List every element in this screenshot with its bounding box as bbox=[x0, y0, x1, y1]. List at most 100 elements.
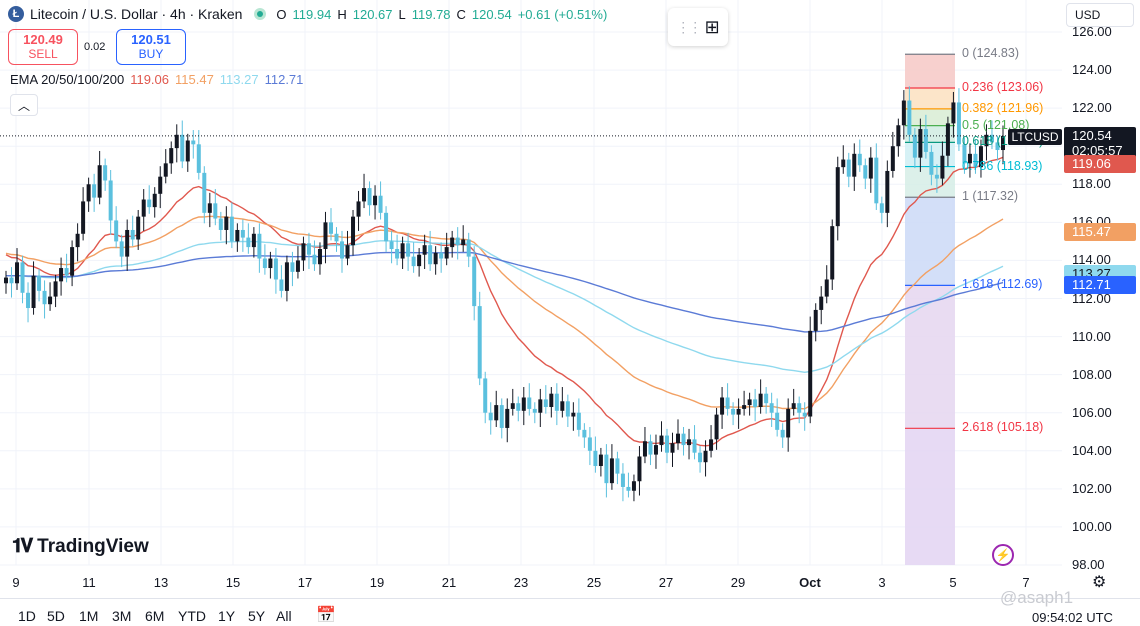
candle-body bbox=[477, 306, 482, 379]
candle-body bbox=[108, 180, 113, 221]
range-button-1m[interactable]: 1M bbox=[79, 608, 99, 624]
candle-body bbox=[400, 243, 405, 259]
candle-body bbox=[995, 142, 1000, 151]
candle-body bbox=[576, 412, 581, 430]
candle-body bbox=[48, 296, 53, 305]
price-tick-label: 114.00 bbox=[1072, 252, 1111, 268]
date-tick-label: Oct bbox=[799, 575, 821, 590]
ema200-price-tag: 112.71 bbox=[1064, 275, 1136, 294]
ema-title: EMA 20/50/100/200 bbox=[10, 72, 125, 87]
ema20-value: 119.06 bbox=[130, 72, 169, 87]
candle-body bbox=[824, 279, 829, 297]
candle-body bbox=[202, 172, 207, 213]
candle-body bbox=[692, 439, 697, 453]
candle-body bbox=[775, 412, 780, 430]
candle-body bbox=[516, 403, 521, 411]
candle-body bbox=[923, 129, 928, 152]
bottom-toolbar bbox=[0, 598, 1140, 626]
candle-body bbox=[967, 153, 972, 164]
symbol-title[interactable]: Litecoin / U.S. Dollar · 4h · Kraken bbox=[30, 6, 243, 22]
range-button-ytd[interactable]: YTD bbox=[178, 608, 206, 624]
candle-body bbox=[780, 429, 785, 438]
candle-body bbox=[934, 174, 939, 179]
collapse-legend-button[interactable]: ︿ bbox=[10, 94, 38, 116]
candle-body bbox=[75, 233, 80, 248]
tradingview-logo[interactable]: 𝟏𝐕 TradingView bbox=[12, 536, 149, 558]
date-tick-label: 19 bbox=[369, 575, 385, 590]
candle-body bbox=[152, 193, 157, 208]
market-open-icon bbox=[254, 8, 267, 20]
brand-name: TradingView bbox=[37, 536, 149, 557]
candle-body bbox=[863, 165, 868, 179]
sell-button[interactable]: 120.49 SELL bbox=[8, 29, 78, 65]
candle-body bbox=[141, 199, 146, 217]
candle-body bbox=[64, 268, 69, 276]
candle-body bbox=[185, 140, 190, 162]
range-button-5y[interactable]: 5Y bbox=[248, 608, 266, 624]
ema-legend[interactable]: EMA 20/50/100/200 119.06 115.47 113.27 1… bbox=[10, 72, 303, 87]
candle-body bbox=[912, 134, 917, 158]
sell-label: SELL bbox=[28, 47, 58, 61]
candle-body bbox=[907, 100, 912, 135]
candle-body bbox=[758, 393, 763, 408]
candle-body bbox=[593, 450, 598, 467]
candle-body bbox=[257, 233, 262, 259]
layout-grid-icon[interactable]: ⊞ bbox=[704, 16, 720, 37]
candle-body bbox=[879, 203, 884, 213]
candle-body bbox=[538, 399, 543, 413]
candle-body bbox=[384, 212, 389, 242]
range-button-1d[interactable]: 1D bbox=[18, 608, 36, 624]
date-tick-label: 23 bbox=[513, 575, 529, 590]
candle-body bbox=[664, 435, 669, 453]
candle-body bbox=[609, 458, 614, 484]
candle-body bbox=[874, 157, 879, 204]
candle-body bbox=[323, 222, 328, 250]
candle-body bbox=[4, 277, 8, 284]
fib-level-label: 0.786 (118.93) bbox=[962, 158, 1043, 173]
price-tick-label: 124.00 bbox=[1072, 62, 1112, 78]
candle-body bbox=[978, 146, 983, 168]
clock-time[interactable]: 09:54:02 UTC bbox=[1032, 610, 1113, 625]
candle-body bbox=[450, 237, 455, 248]
drag-handle-icon[interactable]: ⋮⋮ bbox=[676, 18, 702, 35]
buy-button[interactable]: 120.51 BUY bbox=[116, 29, 186, 65]
date-tick-label: 29 bbox=[730, 575, 746, 590]
candle-body bbox=[42, 290, 47, 305]
lightning-icon[interactable]: ⚡ bbox=[992, 544, 1014, 566]
candle-body bbox=[268, 258, 273, 269]
candle-body bbox=[351, 216, 356, 246]
candle-body bbox=[174, 134, 179, 149]
candle-body bbox=[956, 102, 961, 145]
candle-body bbox=[488, 412, 493, 421]
candle-body bbox=[637, 456, 642, 482]
fib-level-label: 0.236 (123.06) bbox=[962, 79, 1044, 94]
candle-body bbox=[422, 245, 427, 255]
candle-body bbox=[114, 220, 119, 242]
bar-countdown: 02:05:57 bbox=[1072, 143, 1123, 158]
date-tick-label: 25 bbox=[586, 575, 602, 590]
range-button-5d[interactable]: 5D bbox=[47, 608, 65, 624]
range-button-3m[interactable]: 3M bbox=[112, 608, 132, 624]
calendar-icon[interactable]: 📅 bbox=[316, 607, 336, 624]
gear-icon[interactable]: ⚙ bbox=[1092, 574, 1107, 591]
range-button-all[interactable]: All bbox=[276, 608, 292, 624]
floating-toolbar[interactable]: ⋮⋮ ⊞ bbox=[668, 8, 728, 46]
candle-body bbox=[235, 229, 240, 242]
fib-zone bbox=[905, 108, 955, 126]
price-tick-label: 98.00 bbox=[1072, 557, 1105, 572]
range-button-1y[interactable]: 1Y bbox=[218, 608, 236, 624]
currency-select[interactable]: USD bbox=[1066, 3, 1134, 27]
candle-body bbox=[362, 188, 367, 202]
fib-zone bbox=[905, 197, 955, 286]
candle-body bbox=[791, 403, 796, 409]
candle-body bbox=[543, 399, 548, 408]
candle-body bbox=[857, 153, 862, 166]
last-price-value: 120.54 bbox=[1072, 128, 1112, 143]
close-value: 120.54 bbox=[471, 6, 512, 22]
candle-body bbox=[295, 260, 300, 272]
range-button-6m[interactable]: 6M bbox=[145, 608, 165, 624]
candle-body bbox=[620, 473, 625, 487]
candle-body bbox=[378, 195, 383, 213]
ema100-value: 113.27 bbox=[219, 72, 259, 87]
